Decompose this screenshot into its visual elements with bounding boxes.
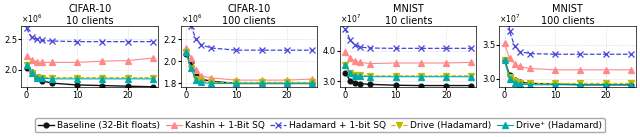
Title: CIFAR-10
10 clients: CIFAR-10 10 clients — [66, 4, 113, 26]
Legend: Baseline (32-Bit floats), Kashin + 1-Bit SQ, Hadamard + 1-bit SQ, Drive (Hadamar: Baseline (32-Bit floats), Kashin + 1-Bit… — [35, 118, 605, 132]
Text: $\times10^{7}$: $\times10^{7}$ — [340, 13, 362, 25]
Text: $\times10^{6}$: $\times10^{6}$ — [180, 13, 202, 25]
Text: $\times10^{7}$: $\times10^{7}$ — [499, 13, 521, 25]
Text: $\times10^{6}$: $\times10^{6}$ — [22, 13, 43, 25]
Title: CIFAR-10
100 clients: CIFAR-10 100 clients — [222, 4, 276, 26]
Title: MNIST
10 clients: MNIST 10 clients — [385, 4, 432, 26]
Title: MNIST
100 clients: MNIST 100 clients — [541, 4, 595, 26]
